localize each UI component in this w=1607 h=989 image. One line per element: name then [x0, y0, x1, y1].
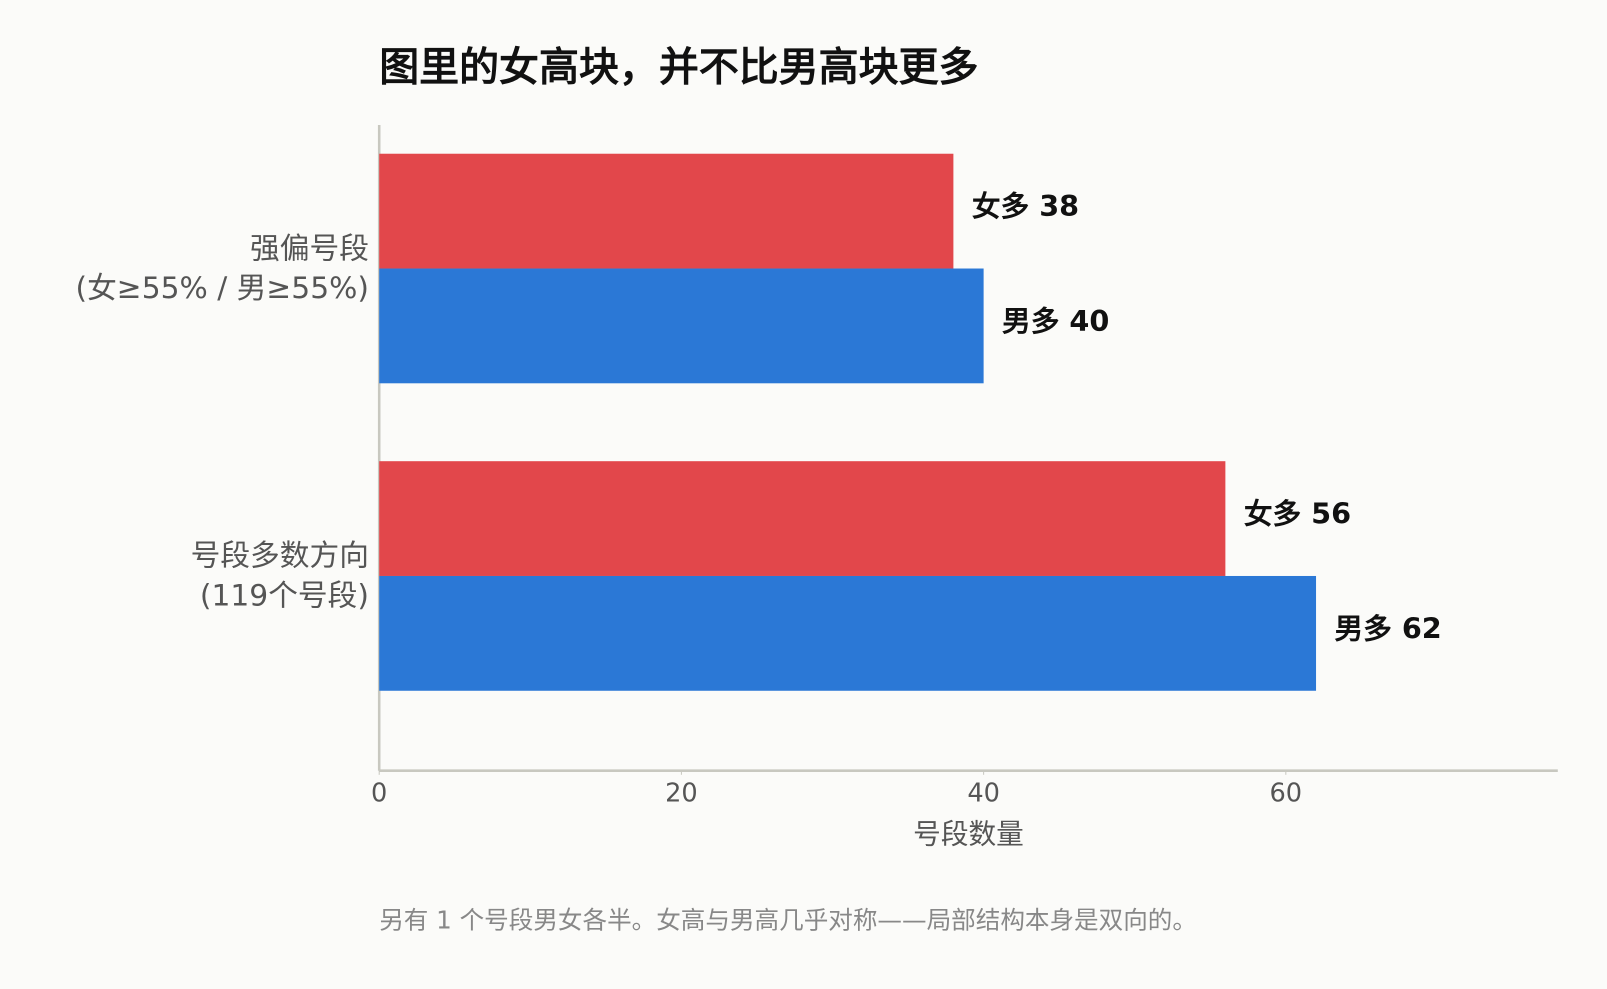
x-tick-label: 20	[665, 778, 698, 808]
y-tick-label: 强偏号段 (女≥55% / 男≥55%)	[75, 230, 369, 306]
bar	[379, 461, 1226, 576]
value-label: 女多 56	[1244, 497, 1351, 531]
x-tick-label: 40	[967, 778, 1000, 808]
footnote: 另有 1 个号段男女各半。女高与男高几乎对称——局部结构本身是双向的。	[379, 905, 1197, 934]
bar	[379, 575, 1317, 691]
chart-title: 图里的女高块，并不比男高块更多	[379, 45, 978, 91]
value-label: 男多 62	[1334, 611, 1441, 645]
x-tick-label: 60	[1270, 778, 1303, 808]
value-label: 男多 40	[1002, 304, 1109, 338]
bar	[379, 153, 954, 269]
x-axis-label: 号段数量	[913, 817, 1024, 850]
value-label: 女多 38	[972, 189, 1079, 223]
x-tick-label: 0	[371, 778, 387, 808]
bar	[379, 268, 984, 384]
category-label-box: 强偏号段 (女≥55% / 男≥55%)	[75, 230, 369, 306]
y-tick-label: 号段多数方向 (119个号段)	[190, 538, 369, 613]
category-label-box: 号段多数方向 (119个号段)	[190, 538, 369, 613]
